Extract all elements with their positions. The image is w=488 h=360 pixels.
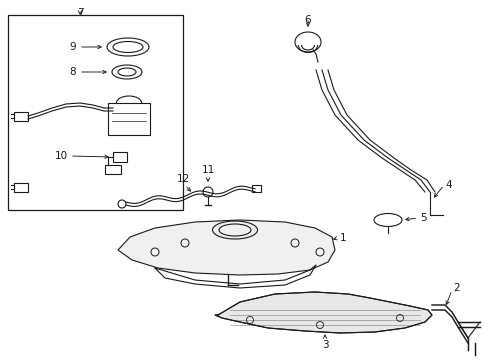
Text: 9: 9 (69, 42, 76, 52)
Text: 10: 10 (55, 151, 68, 161)
Text: 3: 3 (321, 340, 327, 350)
Text: 5: 5 (419, 213, 426, 223)
Bar (251, 185, 261, 192)
Text: 11: 11 (201, 165, 214, 175)
Bar (105, 165, 121, 174)
Text: 4: 4 (444, 180, 451, 190)
Text: 2: 2 (452, 283, 459, 293)
Polygon shape (215, 292, 431, 333)
Bar (14, 183, 28, 192)
Text: 8: 8 (69, 67, 76, 77)
Polygon shape (118, 220, 334, 275)
Text: 7: 7 (77, 8, 83, 18)
Bar (8, 15, 183, 210)
Bar (113, 152, 127, 162)
Bar (14, 112, 28, 121)
Text: 12: 12 (176, 174, 189, 184)
Text: 1: 1 (339, 233, 346, 243)
Text: 6: 6 (304, 15, 311, 25)
Bar (108, 103, 150, 135)
